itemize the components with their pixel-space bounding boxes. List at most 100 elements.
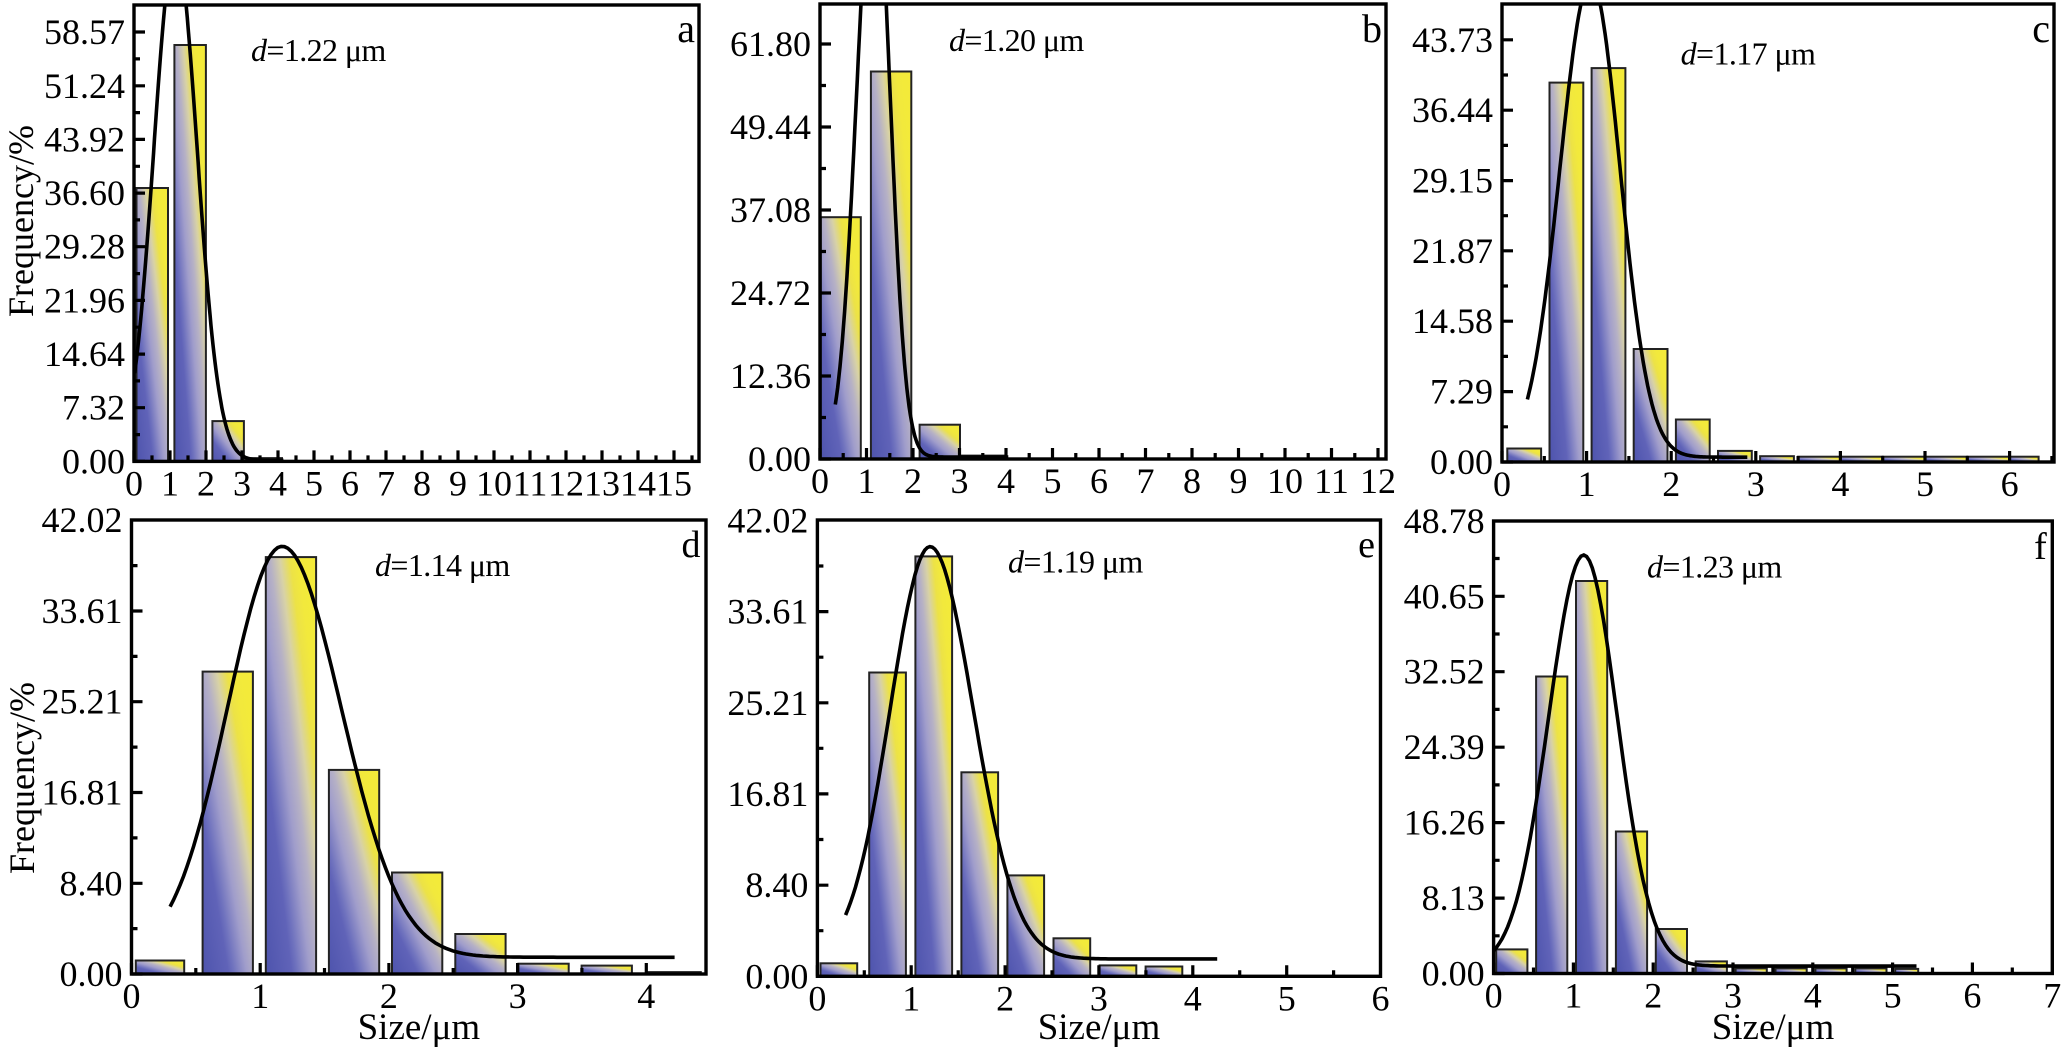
svg-text:15: 15 [656, 463, 692, 503]
svg-text:16.81: 16.81 [42, 773, 123, 813]
svg-text:2: 2 [1662, 464, 1680, 504]
svg-text:e: e [1358, 524, 1375, 566]
svg-text:Size/μm: Size/μm [1712, 1007, 1835, 1048]
svg-text:d=1.14 μm: d=1.14 μm [375, 547, 510, 583]
svg-text:42.02: 42.02 [42, 500, 123, 540]
svg-text:d=1.17 μm: d=1.17 μm [1681, 36, 1816, 72]
svg-text:d=1.23 μm: d=1.23 μm [1647, 549, 1782, 585]
svg-text:1: 1 [858, 461, 876, 501]
svg-text:2: 2 [197, 463, 215, 503]
svg-text:3: 3 [1090, 978, 1108, 1018]
svg-text:4: 4 [1184, 978, 1202, 1018]
svg-text:8.40: 8.40 [745, 865, 808, 905]
svg-text:16.26: 16.26 [1404, 803, 1485, 843]
svg-text:1: 1 [1578, 464, 1596, 504]
svg-text:43.92: 43.92 [44, 119, 125, 159]
svg-text:4: 4 [997, 461, 1015, 501]
svg-text:24.72: 24.72 [730, 273, 811, 313]
svg-text:32.52: 32.52 [1404, 652, 1485, 692]
svg-text:42.02: 42.02 [727, 500, 808, 540]
svg-text:7.29: 7.29 [1430, 372, 1493, 412]
svg-text:5: 5 [1916, 464, 1934, 504]
svg-text:Size/μm: Size/μm [358, 1007, 481, 1048]
svg-text:11: 11 [1314, 461, 1349, 501]
svg-text:6: 6 [1963, 976, 1981, 1016]
svg-text:12.36: 12.36 [730, 356, 811, 396]
svg-text:d: d [682, 524, 701, 566]
svg-text:d=1.19 μm: d=1.19 μm [1008, 544, 1143, 580]
svg-text:8.40: 8.40 [60, 863, 123, 903]
svg-text:6: 6 [1372, 978, 1390, 1018]
svg-text:7: 7 [2043, 976, 2061, 1016]
svg-text:1: 1 [902, 978, 920, 1018]
svg-text:1: 1 [161, 463, 179, 503]
svg-text:0.00: 0.00 [748, 439, 811, 479]
svg-text:0.00: 0.00 [60, 954, 123, 994]
svg-text:0: 0 [125, 463, 143, 503]
svg-text:51.24: 51.24 [44, 66, 125, 106]
svg-text:37.08: 37.08 [730, 190, 811, 230]
svg-text:5: 5 [1884, 976, 1902, 1016]
svg-text:6: 6 [1090, 461, 1108, 501]
svg-text:b: b [1362, 6, 1382, 51]
svg-text:7: 7 [1137, 461, 1155, 501]
svg-text:4: 4 [1804, 976, 1822, 1016]
svg-text:Size/μm: Size/μm [1038, 1007, 1161, 1048]
svg-text:Frequency/%: Frequency/% [2, 682, 42, 874]
svg-text:16.81: 16.81 [727, 774, 808, 814]
svg-text:0.00: 0.00 [1422, 954, 1485, 994]
svg-text:0.00: 0.00 [1430, 442, 1493, 482]
svg-text:7: 7 [377, 463, 395, 503]
svg-text:d=1.22 μm: d=1.22 μm [251, 32, 386, 68]
svg-text:0: 0 [1493, 464, 1511, 504]
svg-text:21.96: 21.96 [44, 280, 125, 320]
svg-text:1: 1 [1564, 976, 1582, 1016]
svg-text:6: 6 [2001, 464, 2019, 504]
svg-text:9: 9 [449, 463, 467, 503]
svg-text:40.65: 40.65 [1404, 576, 1485, 616]
svg-text:2: 2 [904, 461, 922, 501]
svg-text:36.44: 36.44 [1412, 90, 1493, 130]
svg-text:5: 5 [1044, 461, 1062, 501]
svg-text:24.39: 24.39 [1404, 727, 1485, 767]
svg-text:5: 5 [1278, 978, 1296, 1018]
svg-text:d=1.20 μm: d=1.20 μm [949, 22, 1084, 58]
svg-text:2: 2 [996, 978, 1014, 1018]
svg-text:0: 0 [811, 461, 829, 501]
svg-text:3: 3 [233, 463, 251, 503]
svg-text:3: 3 [509, 976, 527, 1016]
svg-text:13: 13 [584, 463, 620, 503]
svg-text:8: 8 [413, 463, 431, 503]
svg-text:25.21: 25.21 [727, 683, 808, 723]
svg-text:8.13: 8.13 [1422, 878, 1485, 918]
svg-text:6: 6 [341, 463, 359, 503]
svg-text:25.21: 25.21 [42, 682, 123, 722]
svg-text:9: 9 [1230, 461, 1248, 501]
svg-text:43.73: 43.73 [1412, 20, 1493, 60]
svg-text:2: 2 [380, 976, 398, 1016]
svg-text:36.60: 36.60 [44, 173, 125, 213]
svg-text:7.32: 7.32 [62, 388, 125, 428]
svg-text:2: 2 [1644, 976, 1662, 1016]
svg-text:c: c [2032, 6, 2050, 51]
svg-text:33.61: 33.61 [727, 592, 808, 632]
svg-text:14.64: 14.64 [44, 334, 125, 374]
svg-text:48.78: 48.78 [1404, 501, 1485, 541]
svg-text:4: 4 [637, 976, 655, 1016]
svg-text:0: 0 [123, 976, 141, 1016]
svg-text:11: 11 [513, 463, 548, 503]
svg-text:0.00: 0.00 [62, 441, 125, 481]
svg-text:8: 8 [1183, 461, 1201, 501]
svg-text:1: 1 [251, 976, 269, 1016]
svg-text:4: 4 [1831, 464, 1849, 504]
svg-text:f: f [2034, 526, 2047, 568]
svg-text:3: 3 [1747, 464, 1765, 504]
svg-text:61.80: 61.80 [730, 24, 811, 64]
svg-text:12: 12 [548, 463, 584, 503]
svg-text:5: 5 [305, 463, 323, 503]
svg-text:29.15: 29.15 [1412, 161, 1493, 201]
svg-text:0: 0 [808, 978, 826, 1018]
svg-text:58.57: 58.57 [44, 12, 125, 52]
svg-text:10: 10 [476, 463, 512, 503]
svg-text:3: 3 [951, 461, 969, 501]
